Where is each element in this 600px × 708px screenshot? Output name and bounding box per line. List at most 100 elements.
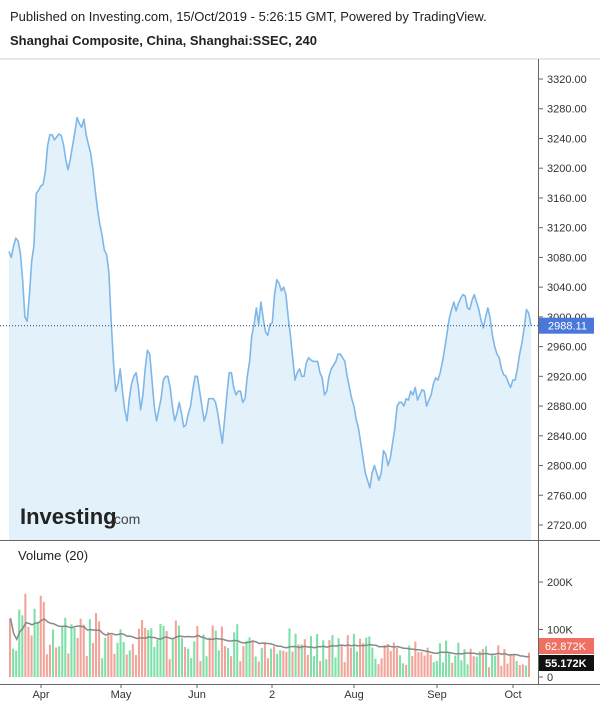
volume-bar bbox=[515, 661, 518, 677]
volume-bar bbox=[168, 659, 171, 677]
price-axis-label: 2760.00 bbox=[547, 490, 587, 502]
volume-bar bbox=[423, 655, 426, 677]
volume-bar bbox=[205, 656, 208, 677]
volume-bar bbox=[150, 628, 153, 677]
volume-bar bbox=[371, 647, 374, 677]
volume-bar bbox=[220, 626, 223, 677]
volume-bar bbox=[39, 595, 42, 677]
volume-bar bbox=[460, 660, 463, 677]
time-axis-label: 2 bbox=[269, 689, 275, 701]
volume-bar bbox=[110, 634, 113, 677]
volume-bar bbox=[177, 625, 180, 677]
volume-bar bbox=[190, 658, 193, 677]
volume-bar bbox=[15, 650, 18, 677]
price-axis-label: 3200.00 bbox=[547, 163, 587, 175]
price-axis-label: 3280.00 bbox=[547, 104, 587, 116]
price-axis-label: 2920.00 bbox=[547, 371, 587, 383]
volume-bar bbox=[257, 661, 260, 677]
volume-bar bbox=[162, 625, 165, 677]
volume-axis-label: 100K bbox=[547, 625, 573, 637]
volume-ma-value: 62.872K bbox=[545, 641, 587, 653]
volume-bar bbox=[365, 637, 368, 677]
volume-bar bbox=[98, 621, 101, 677]
volume-bar bbox=[263, 642, 266, 677]
volume-bar bbox=[248, 637, 251, 677]
volume-bar bbox=[411, 656, 414, 677]
volume-bar bbox=[300, 644, 303, 677]
volume-bar bbox=[116, 642, 119, 677]
volume-bar bbox=[359, 638, 362, 677]
volume-bar bbox=[91, 643, 94, 677]
investing-logo: Investing .com bbox=[20, 504, 140, 529]
price-axis-label: 3040.00 bbox=[547, 282, 587, 294]
volume-bar bbox=[73, 628, 76, 677]
price-axis-label: 3320.00 bbox=[547, 74, 587, 86]
volume-bar bbox=[227, 647, 230, 677]
volume-bar bbox=[42, 601, 45, 677]
volume-bar bbox=[254, 656, 257, 677]
volume-bar bbox=[48, 644, 51, 677]
volume-bar bbox=[454, 655, 457, 677]
volume-bar bbox=[481, 648, 484, 677]
volume-bar bbox=[435, 660, 438, 677]
volume-bar bbox=[217, 650, 220, 677]
volume-bar bbox=[362, 643, 365, 677]
logo-brand: Investing bbox=[20, 504, 117, 529]
volume-bar bbox=[134, 655, 137, 677]
volume-bar bbox=[214, 630, 217, 677]
volume-bar bbox=[500, 665, 503, 677]
volume-bar bbox=[398, 655, 402, 677]
volume-bar bbox=[331, 635, 334, 677]
volume-bar bbox=[466, 664, 469, 677]
volume-ma-tag: 62.872K bbox=[539, 638, 594, 654]
volume-bar bbox=[383, 645, 386, 677]
time-axis-label: Jun bbox=[188, 689, 206, 701]
volume-bar bbox=[527, 652, 530, 677]
volume-bar bbox=[202, 634, 205, 677]
volume-bar bbox=[374, 658, 377, 677]
volume-bar bbox=[408, 645, 411, 677]
volume-bar bbox=[270, 648, 273, 677]
volume-bar bbox=[165, 631, 168, 677]
volume-axis-label: 200K bbox=[547, 577, 573, 589]
volume-bar bbox=[51, 629, 55, 677]
volume-bar bbox=[208, 637, 211, 677]
volume-bar bbox=[125, 654, 128, 677]
volume-bar bbox=[488, 667, 491, 677]
price-axis-label: 2960.00 bbox=[547, 342, 587, 354]
volume-bar bbox=[79, 618, 82, 677]
price-axis: 3320.00 3280.00 3240.00 3200.00 3160.00 3120.… bbox=[538, 74, 587, 532]
volume-bar bbox=[288, 628, 291, 677]
volume-bar bbox=[402, 663, 405, 677]
price-axis-label: 3240.00 bbox=[547, 133, 587, 145]
volume-bar bbox=[417, 652, 420, 677]
volume-bar bbox=[233, 632, 236, 677]
volume-bar bbox=[518, 665, 521, 677]
volume-bar bbox=[153, 647, 156, 677]
volume-bar bbox=[276, 653, 279, 677]
volume-bar bbox=[36, 621, 39, 677]
volume-bar bbox=[137, 628, 141, 677]
volume-bar bbox=[441, 662, 445, 677]
volume-bar bbox=[94, 613, 98, 677]
volume-bar bbox=[316, 634, 319, 677]
volume-axis-label: 0 bbox=[547, 672, 553, 684]
volume-bar bbox=[12, 648, 15, 677]
price-axis-label: 3080.00 bbox=[547, 252, 587, 264]
volume-bar bbox=[509, 654, 512, 677]
volume-bar bbox=[245, 640, 248, 677]
volume-bar bbox=[380, 658, 383, 677]
volume-bar bbox=[223, 646, 227, 677]
price-axis-label: 2880.00 bbox=[547, 401, 587, 413]
volume-bar bbox=[239, 661, 242, 677]
volume-bar bbox=[377, 664, 380, 677]
volume-bar bbox=[187, 648, 190, 677]
volume-bar bbox=[432, 662, 435, 677]
volume-bar bbox=[395, 647, 398, 677]
volume-last-value: 55.172K bbox=[545, 658, 587, 670]
volume-bar bbox=[199, 661, 202, 677]
volume-axis: 200K 100K 0 bbox=[538, 577, 573, 684]
volume-bar bbox=[469, 648, 472, 677]
volume-bar bbox=[334, 657, 337, 677]
